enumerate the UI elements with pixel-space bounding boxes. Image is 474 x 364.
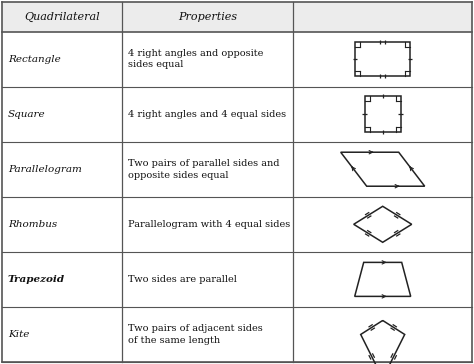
Text: Parallelogram with 4 equal sides: Parallelogram with 4 equal sides xyxy=(128,220,290,229)
Text: Square: Square xyxy=(8,110,46,119)
Text: Two sides are parallel: Two sides are parallel xyxy=(128,275,237,284)
Text: 4 right angles and opposite
sides equal: 4 right angles and opposite sides equal xyxy=(128,49,263,70)
Bar xyxy=(2,2,472,32)
Text: Properties: Properties xyxy=(178,12,237,22)
Text: Quadrilateral: Quadrilateral xyxy=(24,12,100,22)
Text: Two pairs of adjacent sides
of the same length: Two pairs of adjacent sides of the same … xyxy=(128,324,263,345)
Text: Kite: Kite xyxy=(8,330,29,339)
Text: Rhombus: Rhombus xyxy=(8,220,57,229)
Text: Trapezoid: Trapezoid xyxy=(8,275,65,284)
Text: Rectangle: Rectangle xyxy=(8,55,61,64)
Text: Two pairs of parallel sides and
opposite sides equal: Two pairs of parallel sides and opposite… xyxy=(128,159,279,179)
Text: Parallelogram: Parallelogram xyxy=(8,165,82,174)
Text: 4 right angles and 4 equal sides: 4 right angles and 4 equal sides xyxy=(128,110,286,119)
